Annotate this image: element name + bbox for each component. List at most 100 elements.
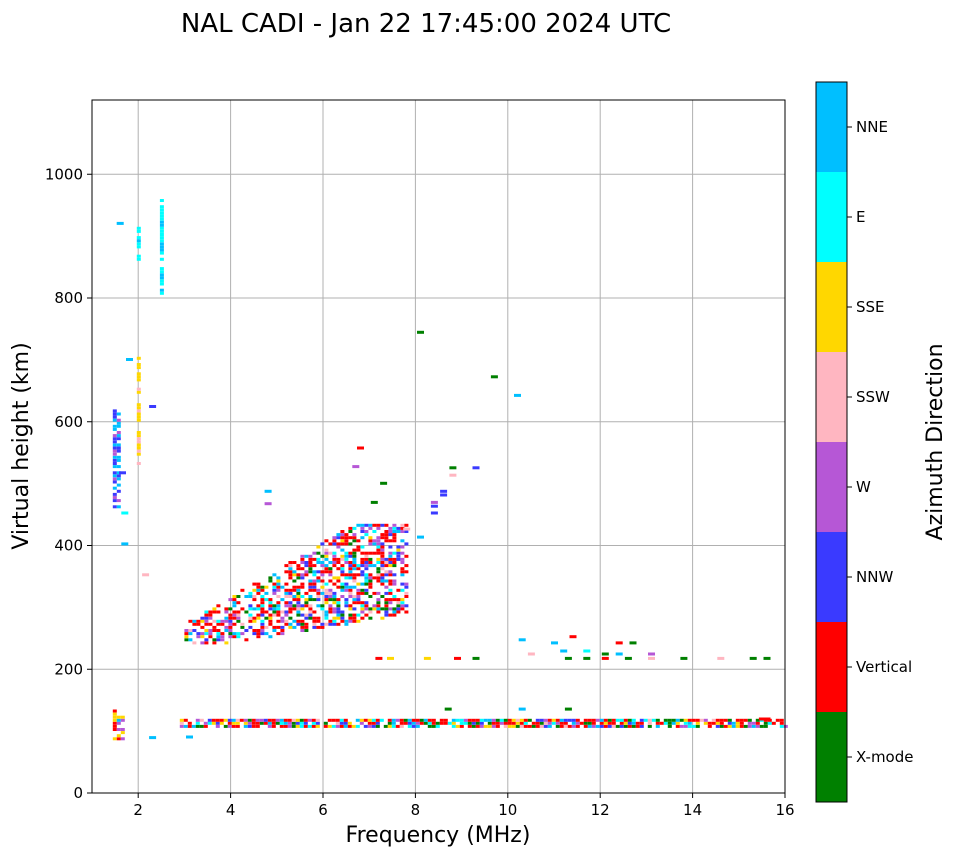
echo-point xyxy=(571,724,576,728)
echo-point xyxy=(348,536,353,540)
echo-point xyxy=(332,601,337,605)
echo-point xyxy=(260,629,265,632)
echo-point xyxy=(260,610,265,614)
echo-point xyxy=(271,721,276,725)
echo-point xyxy=(344,551,349,555)
echo-point xyxy=(216,610,221,614)
echo-point xyxy=(116,443,121,447)
echo-point xyxy=(327,724,332,728)
echo-point xyxy=(159,205,164,209)
echo-point xyxy=(430,511,438,515)
echo-point xyxy=(260,613,265,617)
echo-point xyxy=(280,598,285,602)
echo-point xyxy=(691,718,696,722)
echo-point xyxy=(220,622,225,626)
echo-point xyxy=(683,718,688,722)
echo-point xyxy=(392,530,397,533)
echo-point xyxy=(400,607,405,611)
echo-point xyxy=(316,616,321,620)
echo-point xyxy=(336,557,341,561)
echo-point xyxy=(195,718,200,722)
echo-point xyxy=(583,656,591,660)
echo-point xyxy=(388,526,393,530)
echo-point xyxy=(260,604,265,608)
echo-point xyxy=(300,554,305,558)
echo-point xyxy=(228,622,233,626)
echo-point xyxy=(555,724,560,728)
echo-point xyxy=(352,573,357,577)
echo-point xyxy=(320,604,325,608)
echo-point xyxy=(208,613,213,617)
echo-point xyxy=(351,724,356,728)
chart-title: NAL CADI - Jan 22 17:45:00 2024 UTC xyxy=(181,9,671,39)
echo-point xyxy=(252,629,257,632)
echo-point xyxy=(490,375,498,379)
echo-point xyxy=(647,721,652,725)
echo-point xyxy=(384,613,389,617)
echo-point xyxy=(136,390,141,394)
echo-point xyxy=(235,724,240,728)
echo-point xyxy=(312,619,317,623)
echo-point xyxy=(120,737,125,741)
echo-point xyxy=(279,721,284,725)
echo-point xyxy=(296,576,301,580)
echo-point xyxy=(364,576,369,580)
echo-point xyxy=(388,579,393,583)
echo-point xyxy=(771,721,776,725)
echo-point xyxy=(507,724,512,728)
echo-point xyxy=(364,567,369,571)
echo-point xyxy=(292,588,297,592)
echo-point xyxy=(364,561,369,564)
echo-point xyxy=(284,570,289,574)
echo-point xyxy=(188,619,193,623)
echo-point xyxy=(463,718,468,722)
echo-point xyxy=(271,718,276,722)
echo-point xyxy=(284,582,289,586)
echo-point xyxy=(112,427,117,431)
echo-point xyxy=(340,530,345,533)
echo-point xyxy=(136,409,141,413)
echo-point xyxy=(126,358,133,361)
echo-point xyxy=(159,233,164,236)
echo-point xyxy=(388,598,393,602)
echo-point xyxy=(391,724,396,728)
echo-point xyxy=(388,533,393,537)
echo-point xyxy=(256,632,261,636)
echo-point xyxy=(515,718,520,722)
echo-point xyxy=(595,724,600,728)
echo-point xyxy=(196,622,201,626)
echo-point xyxy=(316,619,321,623)
echo-point xyxy=(356,564,361,568)
echo-point xyxy=(324,598,329,602)
echo-point xyxy=(216,635,221,639)
echo-point xyxy=(200,625,205,629)
echo-point xyxy=(380,548,385,552)
echo-point xyxy=(116,437,121,441)
echo-point xyxy=(220,632,225,636)
echo-point xyxy=(228,598,233,602)
echo-point xyxy=(304,622,309,626)
echo-point xyxy=(380,545,385,549)
echo-point xyxy=(431,724,436,728)
echo-point xyxy=(503,718,508,722)
echo-point xyxy=(368,561,373,564)
echo-point xyxy=(159,291,164,295)
echo-point xyxy=(328,551,333,555)
colorbar-segment-e xyxy=(816,172,847,262)
echo-point xyxy=(392,564,397,568)
echo-point xyxy=(376,607,381,611)
echo-point xyxy=(392,551,397,555)
echo-point xyxy=(304,629,309,632)
echo-point xyxy=(271,724,276,728)
echo-point xyxy=(268,604,273,608)
echo-point xyxy=(159,257,164,261)
echo-point xyxy=(215,718,220,722)
echo-point xyxy=(296,610,301,614)
echo-point xyxy=(300,585,305,589)
echo-point xyxy=(368,542,373,546)
echo-point xyxy=(356,523,361,527)
echo-point xyxy=(779,724,784,728)
echo-point xyxy=(260,595,265,598)
echo-point xyxy=(376,598,381,602)
echo-point xyxy=(340,533,345,537)
